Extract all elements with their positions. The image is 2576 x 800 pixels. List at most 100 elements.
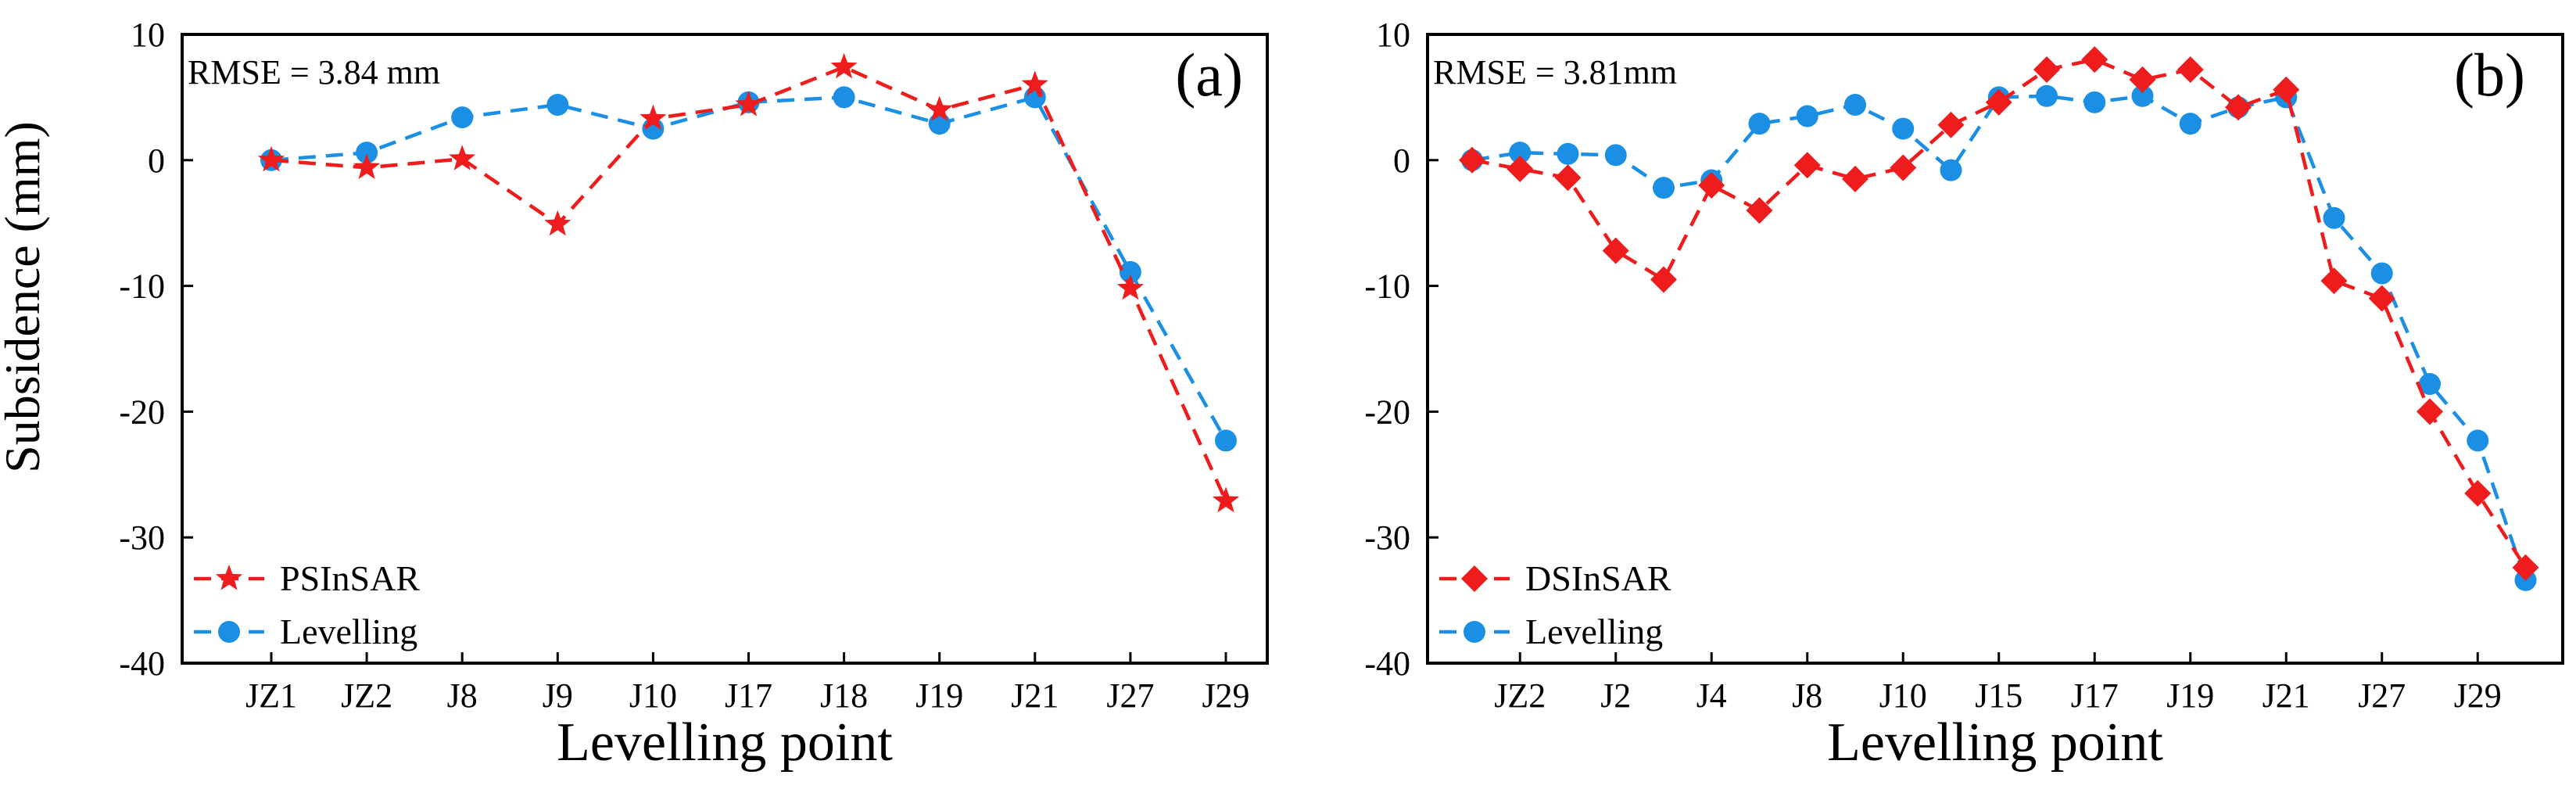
data-point-dsinsar xyxy=(1650,266,1677,293)
data-point-dsinsar xyxy=(1937,111,1965,138)
data-point-levelling xyxy=(451,106,474,129)
data-point-dsinsar xyxy=(1507,156,1534,183)
y-tick-label: -20 xyxy=(119,393,165,431)
data-point-levelling xyxy=(833,86,855,109)
x-tick-label: J9 xyxy=(543,676,573,715)
data-point-psinsar xyxy=(449,145,476,170)
panel-a: RMSE = 3.84 mm (a) Levelling point 10 0 -1… xyxy=(119,16,1269,773)
rmse-annotation-b: RMSE = 3.81mm xyxy=(1433,53,1677,91)
data-point-levelling xyxy=(928,113,951,135)
data-point-levelling xyxy=(2179,113,2202,135)
panel-label-b: (b) xyxy=(2454,41,2525,109)
data-point-psinsar xyxy=(1021,70,1048,96)
data-point-dsinsar xyxy=(1842,165,1868,192)
legend-marker-levelling xyxy=(218,621,240,643)
data-point-levelling xyxy=(2370,262,2393,285)
data-point-dsinsar xyxy=(1554,164,1582,192)
data-point-dsinsar xyxy=(2512,554,2539,581)
data-point-dsinsar xyxy=(2033,56,2060,84)
data-point-psinsar xyxy=(735,91,762,117)
y-axis-label: Subsidence (mm) xyxy=(0,121,50,473)
y-ticks-b: 10 0 -10 -20 -30 -40 xyxy=(1364,16,1438,683)
data-point-dsinsar xyxy=(2225,94,2252,121)
x-tick-label: J29 xyxy=(2454,676,2502,715)
x-tick-label: J19 xyxy=(915,676,963,715)
data-point-levelling xyxy=(2467,429,2489,452)
data-point-psinsar xyxy=(830,52,858,79)
data-point-dsinsar xyxy=(1793,152,1821,179)
data-point-levelling xyxy=(2323,206,2345,229)
x-tick-label: J2 xyxy=(1600,676,1631,715)
data-point-psinsar xyxy=(1212,486,1240,513)
legend-label-levelling: Levelling xyxy=(1525,612,1663,651)
data-point-levelling xyxy=(2131,84,2154,107)
x-tick-label: J27 xyxy=(2358,676,2406,715)
data-point-dsinsar xyxy=(1890,154,1917,181)
data-point-psinsar xyxy=(1116,274,1144,300)
data-point-levelling xyxy=(2036,84,2058,107)
data-point-levelling xyxy=(1653,177,1675,199)
data-point-levelling xyxy=(1940,159,1962,181)
data-point-dsinsar xyxy=(2320,267,2348,295)
y-tick-label: -10 xyxy=(1364,267,1410,306)
y-tick-label: -30 xyxy=(1364,518,1410,557)
panel-label-a: (a) xyxy=(1175,41,1243,109)
data-point-dsinsar xyxy=(2129,66,2156,93)
legend-marker-levelling xyxy=(1464,621,1485,643)
series-line-psinsar xyxy=(270,65,1228,502)
x-tick-label: J17 xyxy=(725,676,772,715)
data-point-dsinsar xyxy=(2081,46,2108,74)
data-point-levelling xyxy=(546,94,569,117)
x-tick-label: J18 xyxy=(820,676,868,715)
data-point-levelling xyxy=(1215,429,1237,452)
data-point-dsinsar xyxy=(1985,88,2012,116)
data-point-dsinsar xyxy=(2464,479,2492,507)
data-point-dsinsar xyxy=(1459,146,1485,174)
data-point-levelling xyxy=(1119,260,1141,283)
panel-b: RMSE = 3.81mm (b) Levelling point 10 0 -10… xyxy=(1364,16,2564,773)
legend-label-levelling: Levelling xyxy=(280,612,417,651)
rmse-annotation-a: RMSE = 3.84 mm xyxy=(188,53,440,91)
y-ticks-a: 10 0 -10 -20 -30 -40 xyxy=(119,16,193,683)
x-tick-label: J17 xyxy=(2071,676,2119,715)
data-point-dsinsar xyxy=(2368,285,2395,312)
x-tick-label: J8 xyxy=(1792,676,1822,715)
data-point-dsinsar xyxy=(1746,197,1773,224)
data-point-levelling xyxy=(1604,144,1627,167)
y-tick-label: 10 xyxy=(1376,16,1410,54)
data-point-dsinsar xyxy=(2273,76,2300,103)
y-tick-label: -20 xyxy=(1364,393,1410,431)
data-point-levelling xyxy=(1796,105,1818,127)
data-point-levelling xyxy=(356,142,378,164)
data-point-levelling xyxy=(1844,94,1866,117)
data-point-levelling xyxy=(1557,142,1579,165)
x-tick-label: J10 xyxy=(1879,676,1927,715)
x-tick-label: J10 xyxy=(629,676,677,715)
x-ticks-b: JZ2 J2 J4 J8 J10 J15 J17 J19 J21 J27 J29 xyxy=(1494,652,2502,715)
x-tick-label: JZ2 xyxy=(341,676,392,715)
x-tick-label: J21 xyxy=(2263,676,2310,715)
y-tick-label: -40 xyxy=(119,644,165,683)
y-tick-label: -40 xyxy=(1364,644,1410,683)
x-axis-label-b: Levelling point xyxy=(1827,712,2163,773)
legend-b: DSInSAR Levelling xyxy=(1439,558,1671,651)
x-tick-label: J4 xyxy=(1696,676,1727,715)
data-point-psinsar xyxy=(353,153,381,179)
series-line-dsinsar xyxy=(1471,57,2528,569)
series-line-levelling xyxy=(270,95,1227,442)
legend-label-psinsar: PSInSAR xyxy=(280,558,420,598)
x-tick-label: J15 xyxy=(1975,676,2022,715)
data-point-psinsar xyxy=(257,145,285,172)
series-b xyxy=(1459,46,2539,591)
data-point-psinsar xyxy=(544,210,571,236)
data-point-levelling xyxy=(1748,113,1771,135)
x-tick-label: J27 xyxy=(1106,676,1154,715)
legend-a: PSInSAR Levelling xyxy=(194,558,420,651)
data-point-levelling xyxy=(2419,373,2441,396)
y-tick-label: 0 xyxy=(148,142,165,180)
x-tick-label: JZ2 xyxy=(1494,676,1546,715)
data-point-dsinsar xyxy=(1602,237,1629,264)
x-tick-label: J8 xyxy=(447,676,478,715)
data-point-psinsar xyxy=(640,104,667,131)
data-point-dsinsar xyxy=(1698,171,1725,199)
